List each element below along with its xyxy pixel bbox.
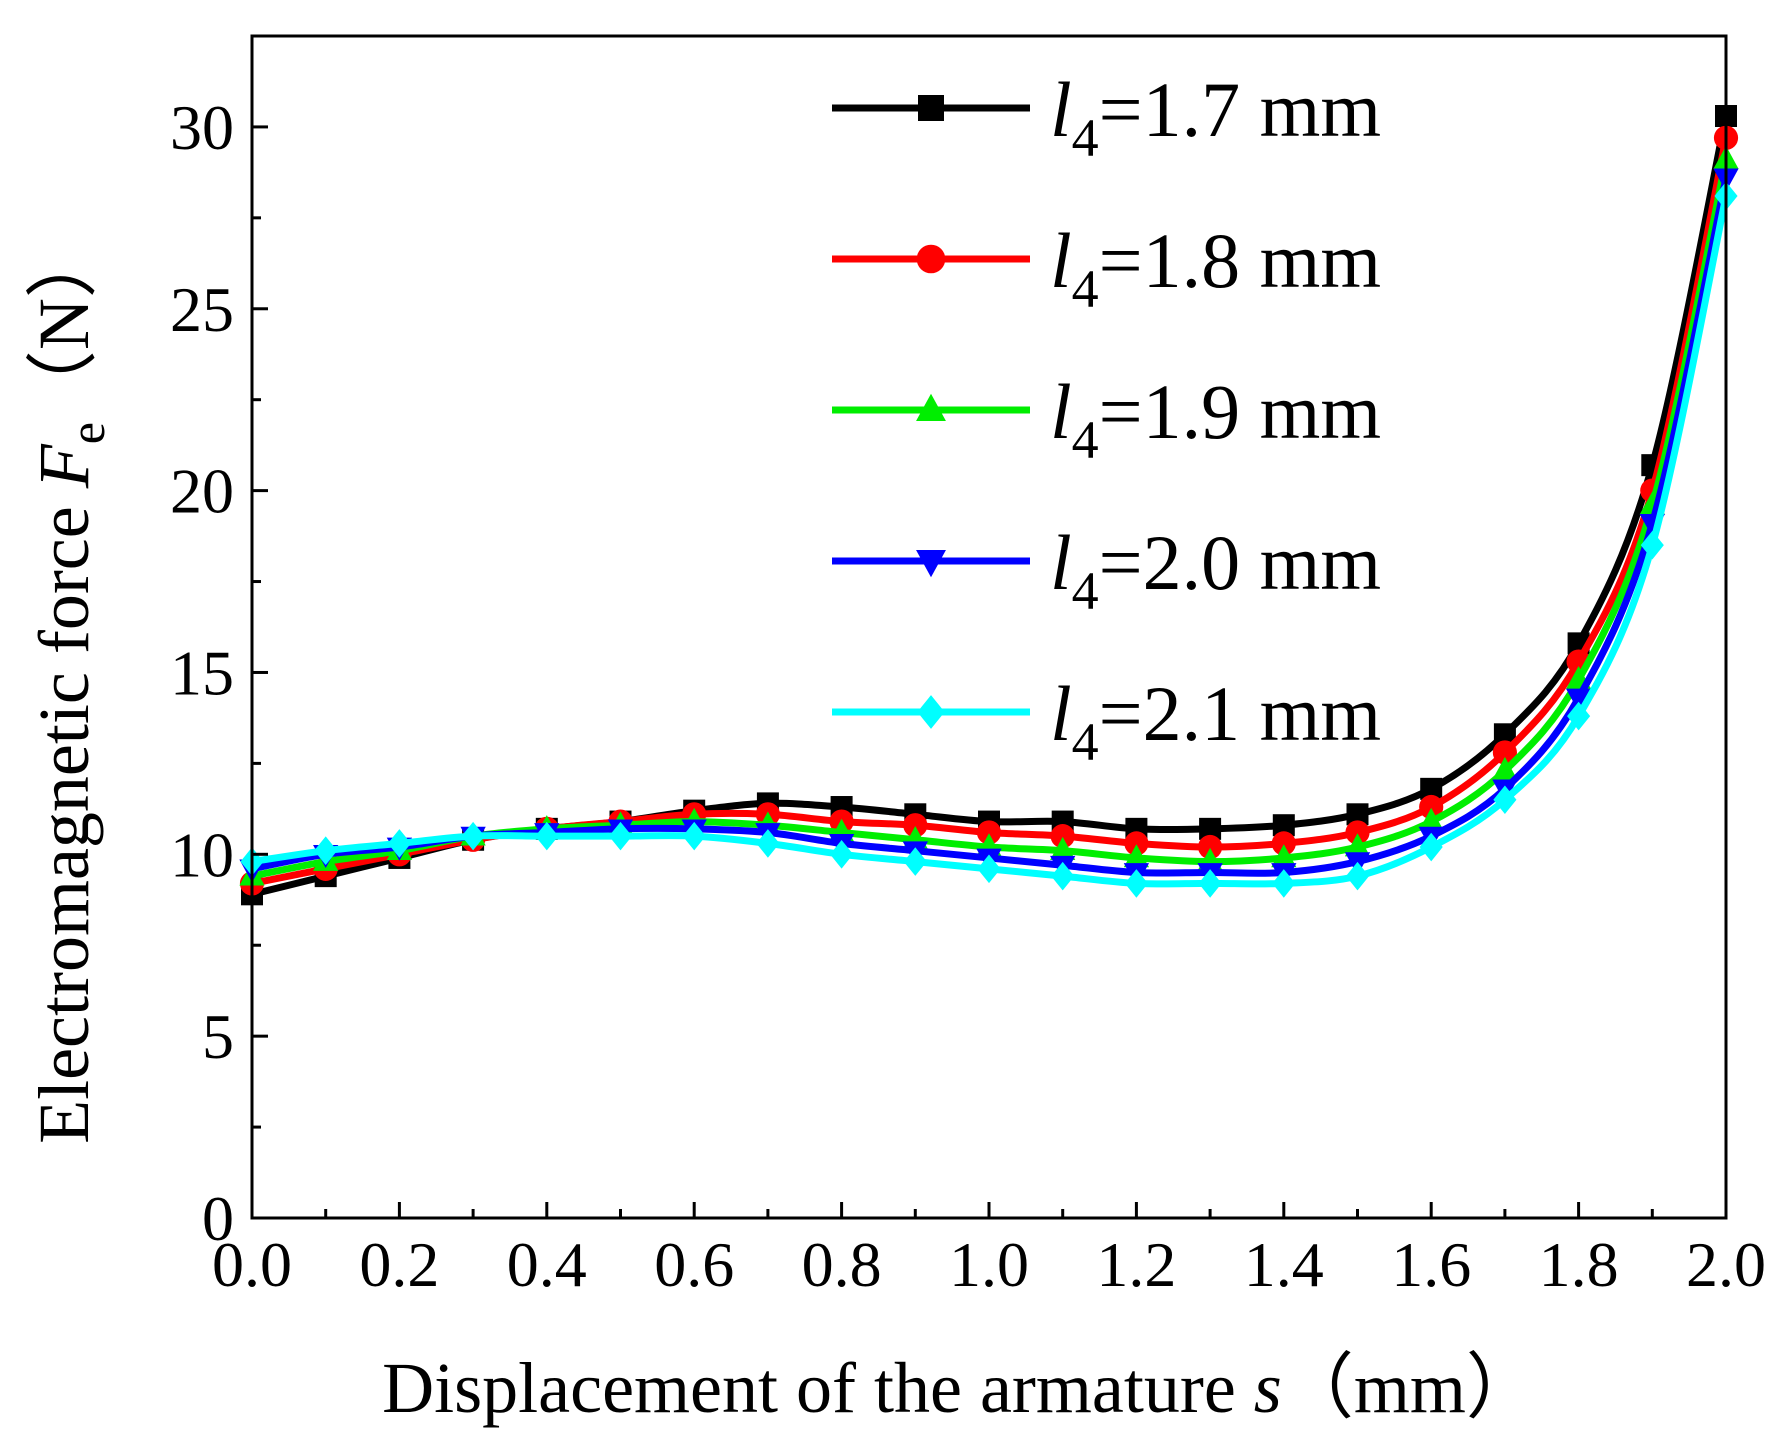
data-point	[1199, 817, 1222, 840]
data-point	[1640, 530, 1664, 560]
y-tick-label: 20	[170, 456, 234, 527]
legend-label: l4=1.7 mm	[1050, 66, 1381, 168]
data-point	[1272, 869, 1296, 898]
data-point	[1567, 701, 1591, 731]
data-point	[1420, 777, 1443, 800]
data-point	[461, 821, 485, 851]
legend-label: l4=2.0 mm	[1050, 519, 1381, 621]
legend-label: l4=1.9 mm	[1050, 368, 1381, 470]
data-point	[1565, 688, 1592, 712]
legend-marker	[918, 95, 944, 121]
x-tick-label: 2.0	[1686, 1229, 1766, 1300]
legend: l4=1.7 mm l4=1.8 mm l4=1.9 mm l4=2.0 mm l4=2…	[832, 66, 1381, 772]
legend-item: l4=2.1 mm	[832, 670, 1381, 772]
data-point	[1418, 807, 1444, 831]
data-point	[756, 829, 780, 858]
data-point	[976, 820, 1002, 845]
data-point	[1051, 861, 1075, 891]
data-point	[1492, 740, 1517, 765]
x-tick-label: 1.0	[949, 1229, 1029, 1300]
data-point	[387, 829, 411, 858]
legend-item: l4=1.9 mm	[832, 368, 1381, 470]
data-point	[903, 813, 928, 838]
data-point	[830, 840, 854, 869]
legend-label: l4=2.1 mm	[1050, 670, 1381, 772]
axes-frame	[250, 34, 1728, 1220]
x-axis-title: Displacement of the armature s（mm）	[382, 1348, 1538, 1428]
y-tick-label: 15	[170, 637, 234, 708]
data-point	[1419, 832, 1443, 862]
legend-marker	[916, 393, 946, 422]
x-tick-label: 0.4	[507, 1229, 587, 1300]
x-tick-label: 1.8	[1539, 1229, 1619, 1300]
x-tick-label: 1.4	[1244, 1229, 1324, 1300]
plot-area	[239, 105, 1739, 906]
axes: 0.0 0.2 0.4 0.6 0.8 1.0 1.2 1.4 1.6 1.8 2.0 0 5 10 15 2…	[170, 34, 1766, 1300]
data-point	[1198, 869, 1222, 898]
data-point	[1271, 831, 1296, 856]
data-point	[1124, 869, 1148, 898]
data-point	[608, 821, 633, 851]
data-point	[1419, 794, 1444, 820]
data-point	[1493, 785, 1517, 815]
y-tick-label: 0	[202, 1183, 234, 1254]
series-3	[239, 168, 1739, 887]
y-tick-label: 5	[202, 1001, 234, 1072]
x-tick-label: 0.2	[359, 1229, 439, 1300]
x-tick-label: 0.0	[212, 1229, 292, 1300]
data-point	[1124, 831, 1149, 856]
legend-marker	[916, 244, 946, 274]
data-point	[1345, 820, 1370, 845]
data-point	[1344, 833, 1371, 857]
data-point	[1198, 834, 1223, 860]
data-point	[1345, 861, 1370, 891]
legend-label: l4=1.8 mm	[1050, 217, 1381, 319]
legend-marker	[917, 695, 945, 729]
data-point	[1050, 836, 1076, 861]
data-point	[1271, 844, 1297, 868]
x-tick-label: 1.2	[1096, 1229, 1176, 1300]
x-tick-label: 0.6	[654, 1229, 734, 1300]
legend-item: l4=1.8 mm	[832, 217, 1381, 319]
data-point	[535, 821, 559, 851]
data-point	[977, 854, 1001, 884]
y-tick-label: 10	[170, 819, 234, 890]
data-point	[903, 847, 927, 876]
data-point	[1272, 814, 1295, 837]
y-axis-title: Electromagnetic force Fe（N）	[24, 226, 115, 1144]
series-4	[240, 181, 1738, 898]
data-point	[682, 821, 706, 851]
x-tick-label: 1.6	[1391, 1229, 1471, 1300]
legend-item: l4=1.7 mm	[832, 66, 1381, 168]
data-point	[1050, 824, 1075, 849]
legend-item: l4=2.0 mm	[832, 519, 1381, 621]
data-point	[1493, 723, 1516, 746]
data-point	[1492, 756, 1518, 781]
data-point	[1346, 803, 1369, 826]
x-tick-label: 0.8	[802, 1229, 882, 1300]
data-point	[1123, 844, 1150, 868]
legend-marker	[916, 549, 946, 578]
y-tick-label: 25	[170, 274, 234, 345]
data-point	[314, 836, 338, 865]
y-tick-label: 30	[170, 92, 234, 163]
